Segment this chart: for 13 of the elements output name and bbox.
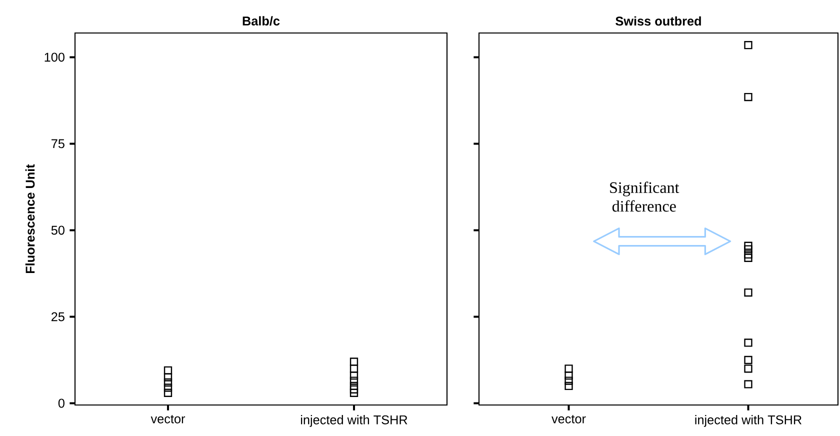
y-tick-label: 100	[44, 52, 64, 62]
x-tick-label: vector	[552, 415, 586, 424]
x-tick-label: vector	[150, 415, 186, 424]
y-tick-label: 75	[52, 139, 64, 148]
y-tick-label: 0	[58, 398, 64, 408]
annotation: Significant difference	[610, 182, 680, 212]
chart-title: Balb/c	[242, 16, 280, 26]
chart-title: Swiss outbred	[616, 16, 701, 26]
y-tick-label: 25	[52, 312, 64, 322]
y-axis-title: Fluorescence Unit	[25, 164, 35, 274]
y-tick-label: 50	[51, 226, 64, 235]
x-tick-label: injected with TSHR	[301, 415, 408, 427]
x-tick-label: injected with TSHR	[695, 415, 802, 427]
